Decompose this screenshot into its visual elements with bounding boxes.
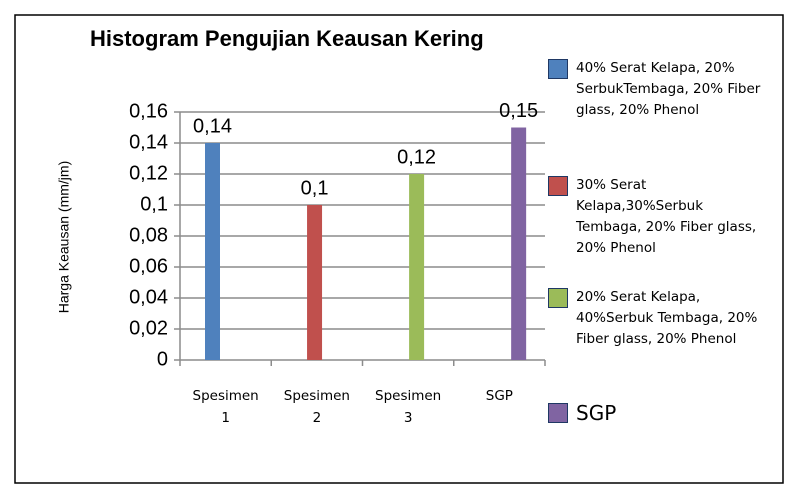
- y-tick-label: 0,06: [129, 255, 168, 277]
- legend-item: 20% Serat Kelapa, 40%Serbuk Tembaga, 20%…: [548, 287, 763, 350]
- x-tick-label-line: 2: [313, 410, 322, 426]
- chart-title: Histogram Pengujian Keausan Kering: [90, 26, 484, 51]
- x-tick-label-line: Spesimen: [193, 388, 259, 404]
- y-tick-label: 0,12: [129, 162, 168, 184]
- legend-swatch: [548, 288, 568, 308]
- y-tick-label: 0,02: [129, 317, 168, 339]
- x-tick-label: Spesimen 3: [375, 388, 441, 426]
- legend-label: 30% Serat Kelapa,30%Serbuk Tembaga, 20% …: [576, 177, 757, 256]
- legend-label: 20% Serat Kelapa, 40%Serbuk Tembaga, 20%…: [576, 289, 758, 347]
- bar: [307, 205, 323, 360]
- bar: [511, 127, 527, 360]
- legend-item: SGP: [548, 402, 763, 424]
- data-label: 0,15: [499, 100, 538, 122]
- y-tick-label: 0,16: [129, 100, 168, 122]
- data-label: 0,14: [193, 115, 232, 137]
- y-tick-label: 0: [157, 348, 168, 370]
- x-tick-label: Spesimen 1: [193, 388, 259, 426]
- x-tick-label-line: Spesimen: [375, 388, 441, 404]
- legend-swatch: [548, 59, 568, 79]
- x-tick-label-line: 1: [221, 410, 230, 426]
- x-tick-label: Spesimen 2: [284, 388, 350, 426]
- legend-item: 30% Serat Kelapa,30%Serbuk Tembaga, 20% …: [548, 175, 763, 259]
- y-tick-label: 0,08: [129, 224, 168, 246]
- y-axis-label: Harga Keausan (mm/jm): [56, 161, 72, 314]
- chart-frame: [14, 14, 784, 484]
- legend-label: SGP: [576, 401, 617, 425]
- data-label: 0,12: [397, 146, 436, 168]
- y-tick-label: 0,1: [140, 193, 168, 215]
- data-label: 0,1: [301, 177, 329, 199]
- y-tick-label: 0,04: [129, 286, 168, 308]
- x-tick-label-line: 3: [404, 410, 413, 426]
- bar: [409, 174, 425, 360]
- legend-item: 40% Serat Kelapa, 20% SerbukTembaga, 20%…: [548, 58, 763, 121]
- y-tick-label: 0,14: [129, 131, 168, 153]
- x-tick-label-line: Spesimen: [284, 388, 350, 404]
- legend-swatch: [548, 176, 568, 196]
- legend-label: 40% Serat Kelapa, 20% SerbukTembaga, 20%…: [576, 60, 761, 118]
- legend-swatch: [548, 403, 568, 423]
- x-tick-label: SGP: [486, 388, 513, 404]
- bar: [205, 143, 220, 360]
